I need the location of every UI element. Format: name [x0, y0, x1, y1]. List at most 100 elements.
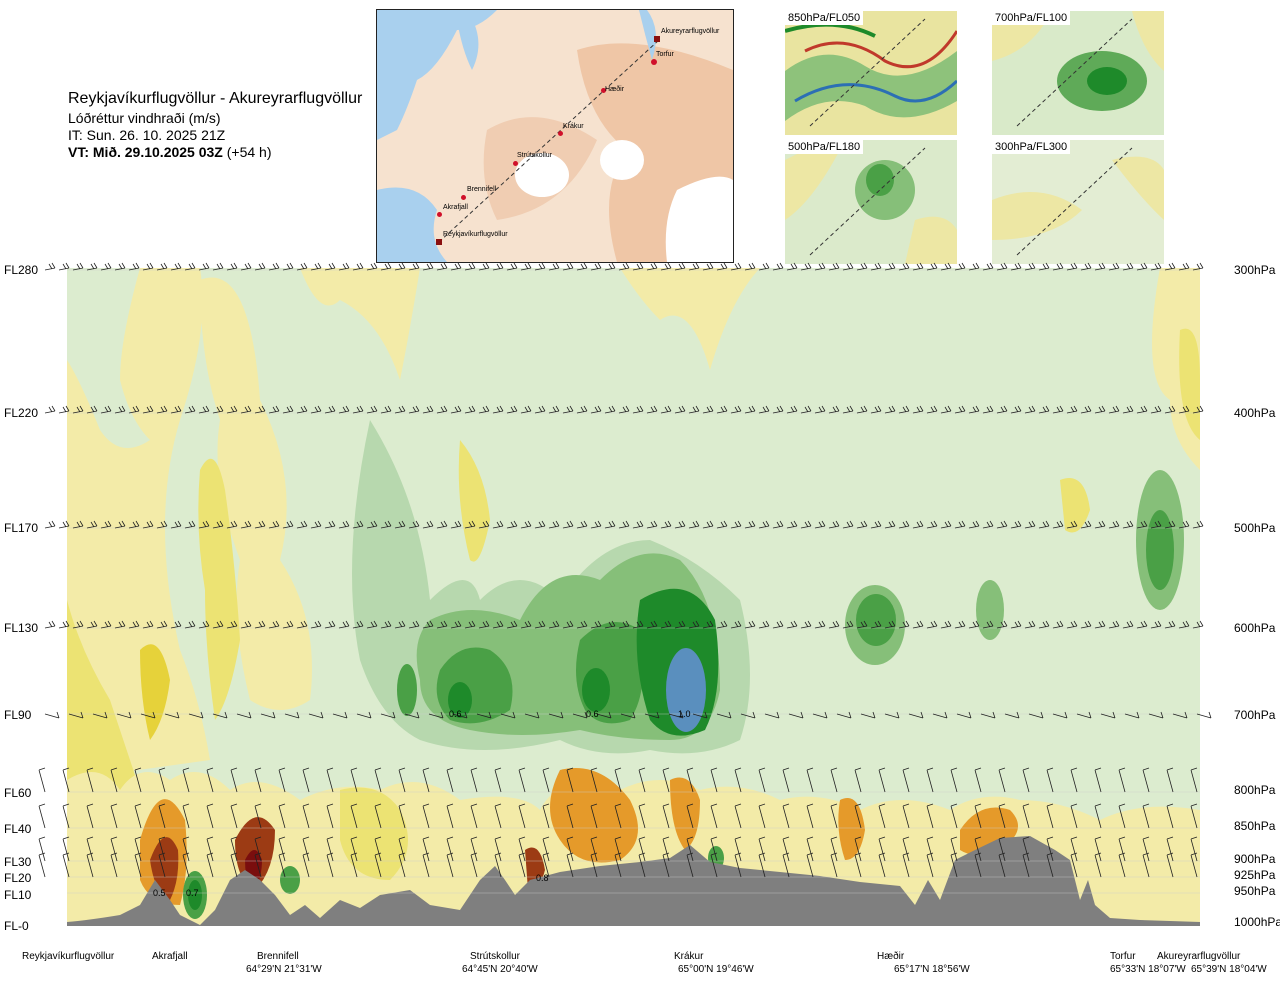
- wind-barb: [548, 711, 564, 719]
- wind-barb: [660, 620, 672, 629]
- wind-barb: [566, 852, 574, 878]
- wind-barb: [902, 852, 910, 878]
- wind-barb: [562, 620, 574, 629]
- wind-barb: [716, 620, 728, 629]
- wind-barb: [520, 620, 532, 629]
- wind-barb: [408, 520, 420, 529]
- wind-barb: [62, 803, 70, 829]
- terrain: [67, 836, 1200, 926]
- contour-label: 1.0: [678, 709, 691, 719]
- contour-label: 0.8: [536, 873, 549, 883]
- wind-barb: [338, 405, 350, 414]
- wind-barb: [1094, 520, 1106, 529]
- wind-barb: [716, 520, 728, 529]
- wind-barb: [1080, 620, 1092, 629]
- waypoint-name: Strútskollur: [470, 951, 521, 962]
- wind-barb: [198, 620, 210, 629]
- wind-barb: [338, 520, 350, 529]
- wind-barb: [338, 262, 350, 271]
- wind-barb: [62, 836, 70, 862]
- wind-barb: [518, 836, 526, 862]
- wind-barb: [206, 767, 214, 793]
- wind-barb: [590, 262, 602, 271]
- wind-barb: [142, 405, 154, 414]
- wind-barb: [660, 520, 672, 529]
- wind-barb: [980, 711, 996, 719]
- wind-barb: [1164, 262, 1176, 271]
- wind-barb: [912, 520, 924, 529]
- wind-barb: [758, 767, 766, 793]
- wind-barb: [1118, 852, 1126, 878]
- wind-barb: [710, 852, 718, 878]
- wind-barb: [1010, 262, 1022, 271]
- wind-barb: [170, 520, 182, 529]
- hpa-label: 300hPa: [1234, 263, 1276, 277]
- wind-barb: [534, 262, 546, 271]
- wind-barb: [548, 405, 560, 414]
- wind-barb: [878, 767, 886, 793]
- mini-map-700hpa[interactable]: 700hPa/FL100: [992, 11, 1164, 135]
- field-yellow-strong: [67, 600, 140, 800]
- wind-barb: [674, 520, 686, 529]
- wind-barb: [100, 520, 112, 529]
- wind-barb: [1010, 620, 1022, 629]
- valid-time: VT: Mið. 29.10.2025 03Z (+54 h): [68, 144, 272, 160]
- wind-barb: [644, 711, 660, 719]
- waypoint-name: Brennifell: [257, 951, 299, 962]
- wind-barb: [1108, 262, 1120, 271]
- wind-barb: [188, 711, 204, 719]
- wind-barb: [1136, 405, 1148, 414]
- mini-map-850hpa[interactable]: 850hPa/FL050: [785, 11, 957, 135]
- wind-barb: [566, 767, 574, 793]
- wind-barb: [206, 803, 214, 829]
- hpa-label: 700hPa: [1234, 708, 1276, 722]
- wind-barb: [926, 405, 938, 414]
- wind-barb: [278, 803, 286, 829]
- wind-barb: [710, 836, 718, 862]
- wind-barb: [422, 520, 434, 529]
- chart-title: Reykjavíkurflugvöllur - Akureyrarflugvöl…: [68, 90, 363, 107]
- wind-barb: [940, 262, 952, 271]
- wind-barb: [702, 405, 714, 414]
- wind-barb: [618, 520, 630, 529]
- wind-barb: [996, 520, 1008, 529]
- wind-barb: [758, 803, 766, 829]
- wind-barb: [374, 852, 382, 878]
- wind-barb: [1052, 405, 1064, 414]
- wind-barb: [898, 520, 910, 529]
- wind-barb: [982, 262, 994, 271]
- wind-barb: [950, 836, 958, 862]
- mini-map-300hpa[interactable]: 300hPa/FL300: [992, 140, 1164, 264]
- wind-barb: [842, 520, 854, 529]
- wind-barb: [730, 262, 742, 271]
- fl-label: FL170: [4, 521, 39, 535]
- wind-barb: [212, 711, 228, 719]
- field-green-dark: [448, 682, 472, 718]
- wind-barb: [158, 803, 166, 829]
- wind-barb: [230, 803, 238, 829]
- wind-barb: [870, 620, 882, 629]
- wind-barb: [548, 520, 560, 529]
- mini-map-label: 700hPa/FL100: [992, 11, 1071, 25]
- wind-barb: [940, 405, 952, 414]
- wind-barb: [182, 836, 190, 862]
- wind-barb: [572, 711, 588, 719]
- field-orange: [670, 777, 700, 850]
- wind-barb: [308, 711, 324, 719]
- wind-barb: [884, 520, 896, 529]
- waypoint-coord: 65°39'N 18°04'W: [1191, 964, 1267, 975]
- wind-barb: [710, 767, 718, 793]
- wind-barb: [1118, 767, 1126, 793]
- wind-barb: [870, 262, 882, 271]
- wind-barb: [422, 620, 434, 629]
- mini-map-500hpa[interactable]: 500hPa/FL180: [785, 140, 957, 264]
- wind-barb: [478, 262, 490, 271]
- route-map[interactable]: Akureyrarflugvöllur Torfur Hæðir Krákur …: [376, 9, 734, 263]
- wind-barb: [494, 836, 502, 862]
- wind-barb: [782, 767, 790, 793]
- wind-barb: [638, 803, 646, 829]
- wind-barb: [786, 405, 798, 414]
- wind-barb: [476, 711, 492, 719]
- wind-barb: [1022, 836, 1030, 862]
- wind-barb: [134, 852, 142, 878]
